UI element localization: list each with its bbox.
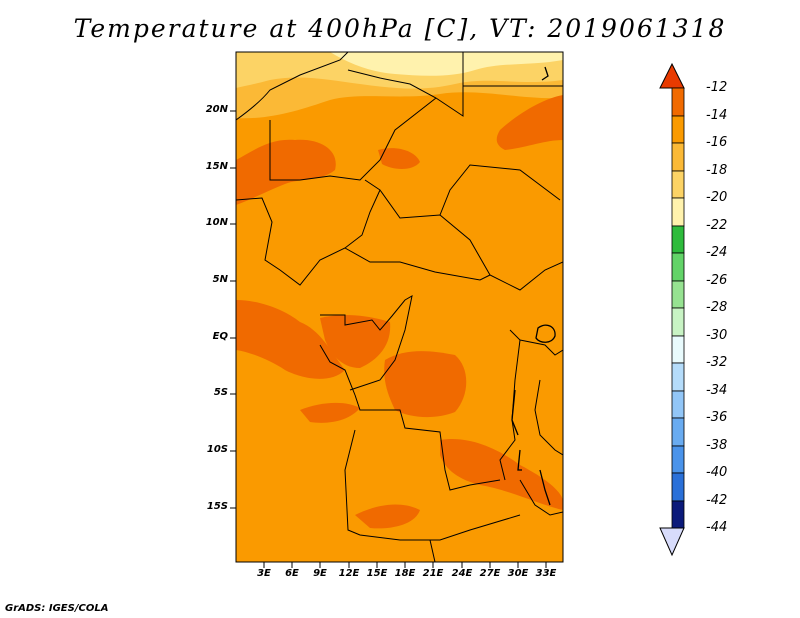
- lon-label-12e: 12E: [338, 568, 360, 579]
- colorbar-swatch-3: [671, 142, 685, 172]
- map-frame: [235, 51, 564, 563]
- colorbar-label-9: -28: [706, 300, 728, 315]
- warm-patch-south: [355, 504, 420, 529]
- colorbar-swatch-9: [671, 307, 685, 337]
- colorbar-label-8: -26: [706, 273, 728, 288]
- lon-label-6e: 6E: [285, 568, 299, 579]
- lon-label-18e: 18E: [394, 568, 416, 579]
- lon-label-33e: 33E: [535, 568, 557, 579]
- field-band-north-3: [330, 52, 563, 76]
- colorbar-swatch-1: [671, 87, 685, 117]
- colorbar-label-15: -40: [706, 465, 728, 480]
- lat-label-eq: EQ: [212, 331, 228, 342]
- lon-label-9e: 9E: [313, 568, 327, 579]
- chart-title: Temperature at 400hPa [C], VT: 201906131…: [73, 14, 727, 43]
- colorbar-label-14: -38: [706, 438, 728, 453]
- lat-label-10n: 10N: [205, 217, 228, 228]
- colorbar-swatch-5: [671, 197, 685, 227]
- lat-label-20n: 20N: [205, 104, 228, 115]
- colorbar-label-13: -36: [706, 410, 728, 425]
- colorbar-label-4: -18: [706, 163, 728, 178]
- axis-ticks: [230, 110, 547, 568]
- lon-label-21e: 21E: [422, 568, 444, 579]
- colorbar-label-7: -24: [706, 245, 728, 260]
- lakes: [511, 66, 556, 506]
- colorbar-swatch-15: [671, 472, 685, 502]
- warm-patch-angola: [300, 402, 360, 423]
- lon-label-15e: 15E: [366, 568, 388, 579]
- colorbar-top-arrow: [659, 62, 685, 89]
- lon-label-30e: 30E: [507, 568, 529, 579]
- country-borders: [236, 52, 563, 562]
- warm-patch-zambia: [440, 439, 563, 510]
- lat-label-5s: 5S: [213, 387, 228, 398]
- lat-label-5n: 5N: [212, 274, 228, 285]
- colorbar-swatch-4: [671, 170, 685, 199]
- colorbar-swatch-6: [671, 225, 685, 254]
- warm-patch-sahel-west: [236, 139, 336, 205]
- colorbar-label-1: -12: [706, 80, 728, 95]
- colorbar-swatch-16: [671, 500, 685, 529]
- lon-label-27e: 27E: [479, 568, 501, 579]
- credit-text: GrADS: IGES/COLA: [5, 603, 109, 614]
- colorbar-bottom-arrow: [659, 527, 685, 557]
- lat-label-15s: 15S: [206, 501, 228, 512]
- colorbar-label-10: -30: [706, 328, 728, 343]
- colorbar-label-5: -20: [706, 190, 728, 205]
- colorbar-label-2: -14: [706, 108, 728, 123]
- lon-label-24e: 24E: [451, 568, 473, 579]
- colorbar-swatch-13: [671, 417, 685, 447]
- warm-patch-sudan-east: [496, 95, 563, 150]
- colorbar-swatch-14: [671, 445, 685, 474]
- lat-label-10s: 10S: [206, 444, 228, 455]
- colorbar-label-12: -34: [706, 383, 728, 398]
- warm-patch-chad: [378, 148, 420, 169]
- lon-label-3e: 3E: [257, 568, 271, 579]
- colorbar-swatch-2: [671, 115, 685, 144]
- colorbar-swatch-11: [671, 362, 685, 392]
- colorbar-label-3: -16: [706, 135, 728, 150]
- colorbar-label-17: -44: [706, 520, 728, 535]
- colorbar-swatch-8: [671, 280, 685, 309]
- colorbar-swatch-10: [671, 335, 685, 364]
- lat-label-15n: 15N: [205, 161, 228, 172]
- colorbar-label-11: -32: [706, 355, 728, 370]
- colorbar: [659, 62, 685, 557]
- colorbar-label-6: -22: [706, 218, 728, 233]
- colorbar-swatch-7: [671, 252, 685, 282]
- colorbar-swatch-12: [671, 390, 685, 419]
- warm-patch-drc: [384, 351, 467, 418]
- warm-patch-gabon-congo: [320, 315, 391, 368]
- warm-patch-atlantic: [236, 300, 345, 379]
- colorbar-label-16: -42: [706, 493, 728, 508]
